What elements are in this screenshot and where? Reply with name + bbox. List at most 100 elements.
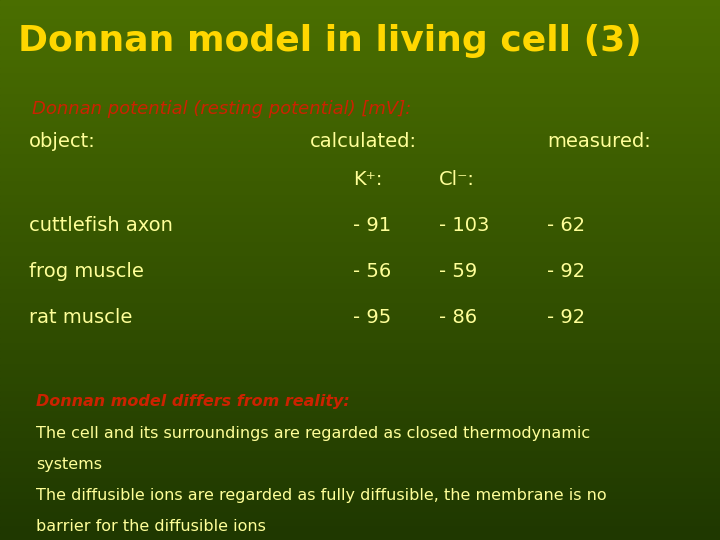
- Bar: [0, 507, 720, 513]
- Text: - 92: - 92: [547, 262, 585, 281]
- Text: Cl⁻:: Cl⁻:: [439, 170, 475, 189]
- Bar: [0, 392, 720, 399]
- Bar: [0, 364, 720, 372]
- Bar: [0, 128, 720, 135]
- Bar: [0, 230, 720, 237]
- Bar: [0, 426, 720, 432]
- Text: Donnan model in living cell (3): Donnan model in living cell (3): [18, 24, 642, 58]
- Text: Donnan potential (resting potential) [mV]:: Donnan potential (resting potential) [mV…: [32, 100, 412, 118]
- Bar: [0, 189, 720, 195]
- Bar: [0, 500, 720, 507]
- Bar: [0, 411, 720, 418]
- Bar: [0, 33, 720, 40]
- Bar: [0, 317, 720, 324]
- Bar: [0, 330, 720, 338]
- Bar: [0, 0, 720, 6]
- Bar: [0, 459, 720, 465]
- Text: - 92: - 92: [547, 308, 585, 327]
- Bar: [0, 276, 720, 284]
- Bar: [0, 168, 720, 176]
- Bar: [0, 291, 720, 297]
- Bar: [0, 480, 720, 486]
- Bar: [0, 162, 720, 168]
- Bar: [0, 519, 720, 526]
- Text: - 56: - 56: [353, 262, 391, 281]
- Bar: [0, 513, 720, 519]
- Bar: [0, 115, 720, 122]
- Text: The diffusible ions are regarded as fully diffusible, the membrane is no: The diffusible ions are regarded as full…: [36, 488, 607, 503]
- Bar: [0, 183, 720, 189]
- Bar: [0, 216, 720, 222]
- Bar: [0, 14, 720, 20]
- Bar: [0, 249, 720, 256]
- Text: - 62: - 62: [547, 216, 585, 235]
- Bar: [0, 438, 720, 445]
- Bar: [0, 94, 720, 102]
- Bar: [0, 87, 720, 94]
- Bar: [0, 452, 720, 459]
- Bar: [0, 243, 720, 249]
- Text: - 91: - 91: [353, 216, 391, 235]
- Text: frog muscle: frog muscle: [29, 262, 144, 281]
- Bar: [0, 378, 720, 384]
- Text: object:: object:: [29, 132, 96, 151]
- Text: K⁺:: K⁺:: [353, 170, 382, 189]
- Bar: [0, 405, 720, 411]
- Bar: [0, 148, 720, 156]
- Text: cuttlefish axon: cuttlefish axon: [29, 216, 173, 235]
- Bar: [0, 74, 720, 81]
- Bar: [0, 472, 720, 480]
- Bar: [0, 446, 720, 453]
- Bar: [0, 54, 720, 60]
- Bar: [0, 384, 720, 391]
- Bar: [0, 351, 720, 357]
- Text: systems: systems: [36, 457, 102, 472]
- Bar: [0, 122, 720, 128]
- Text: - 103: - 103: [439, 216, 490, 235]
- Bar: [0, 81, 720, 87]
- Bar: [0, 256, 720, 263]
- Text: rat muscle: rat muscle: [29, 308, 132, 327]
- Bar: [0, 303, 720, 310]
- Bar: [0, 372, 720, 378]
- Bar: [0, 156, 720, 162]
- Bar: [0, 209, 720, 216]
- Bar: [0, 534, 720, 540]
- Bar: [0, 297, 720, 303]
- Bar: [0, 284, 720, 291]
- Bar: [0, 493, 720, 500]
- Bar: [0, 6, 720, 14]
- Bar: [0, 310, 720, 317]
- Bar: [0, 399, 720, 405]
- Text: - 59: - 59: [439, 262, 477, 281]
- Text: barrier for the diffusible ions: barrier for the diffusible ions: [36, 519, 266, 535]
- Bar: [0, 108, 720, 115]
- Text: The cell and its surroundings are regarded as closed thermodynamic: The cell and its surroundings are regard…: [36, 426, 590, 441]
- Text: - 86: - 86: [439, 308, 477, 327]
- Bar: [0, 432, 720, 438]
- Bar: [0, 338, 720, 345]
- Bar: [0, 135, 720, 141]
- Bar: [0, 263, 720, 270]
- Bar: [0, 358, 720, 365]
- Bar: [0, 176, 720, 183]
- Bar: [0, 195, 720, 202]
- Bar: [0, 486, 720, 492]
- Bar: [0, 60, 720, 68]
- Text: calculated:: calculated:: [310, 132, 417, 151]
- Bar: [0, 222, 720, 230]
- Bar: [0, 324, 720, 330]
- Bar: [0, 68, 720, 74]
- Bar: [0, 270, 720, 276]
- Bar: [0, 526, 720, 534]
- Bar: [0, 465, 720, 472]
- Bar: [0, 27, 720, 33]
- Bar: [0, 20, 720, 27]
- Bar: [0, 202, 720, 209]
- Bar: [0, 418, 720, 426]
- Bar: [0, 102, 720, 108]
- Text: measured:: measured:: [547, 132, 651, 151]
- Bar: [0, 141, 720, 149]
- Bar: [0, 237, 720, 243]
- Text: Donnan model differs from reality:: Donnan model differs from reality:: [36, 394, 350, 409]
